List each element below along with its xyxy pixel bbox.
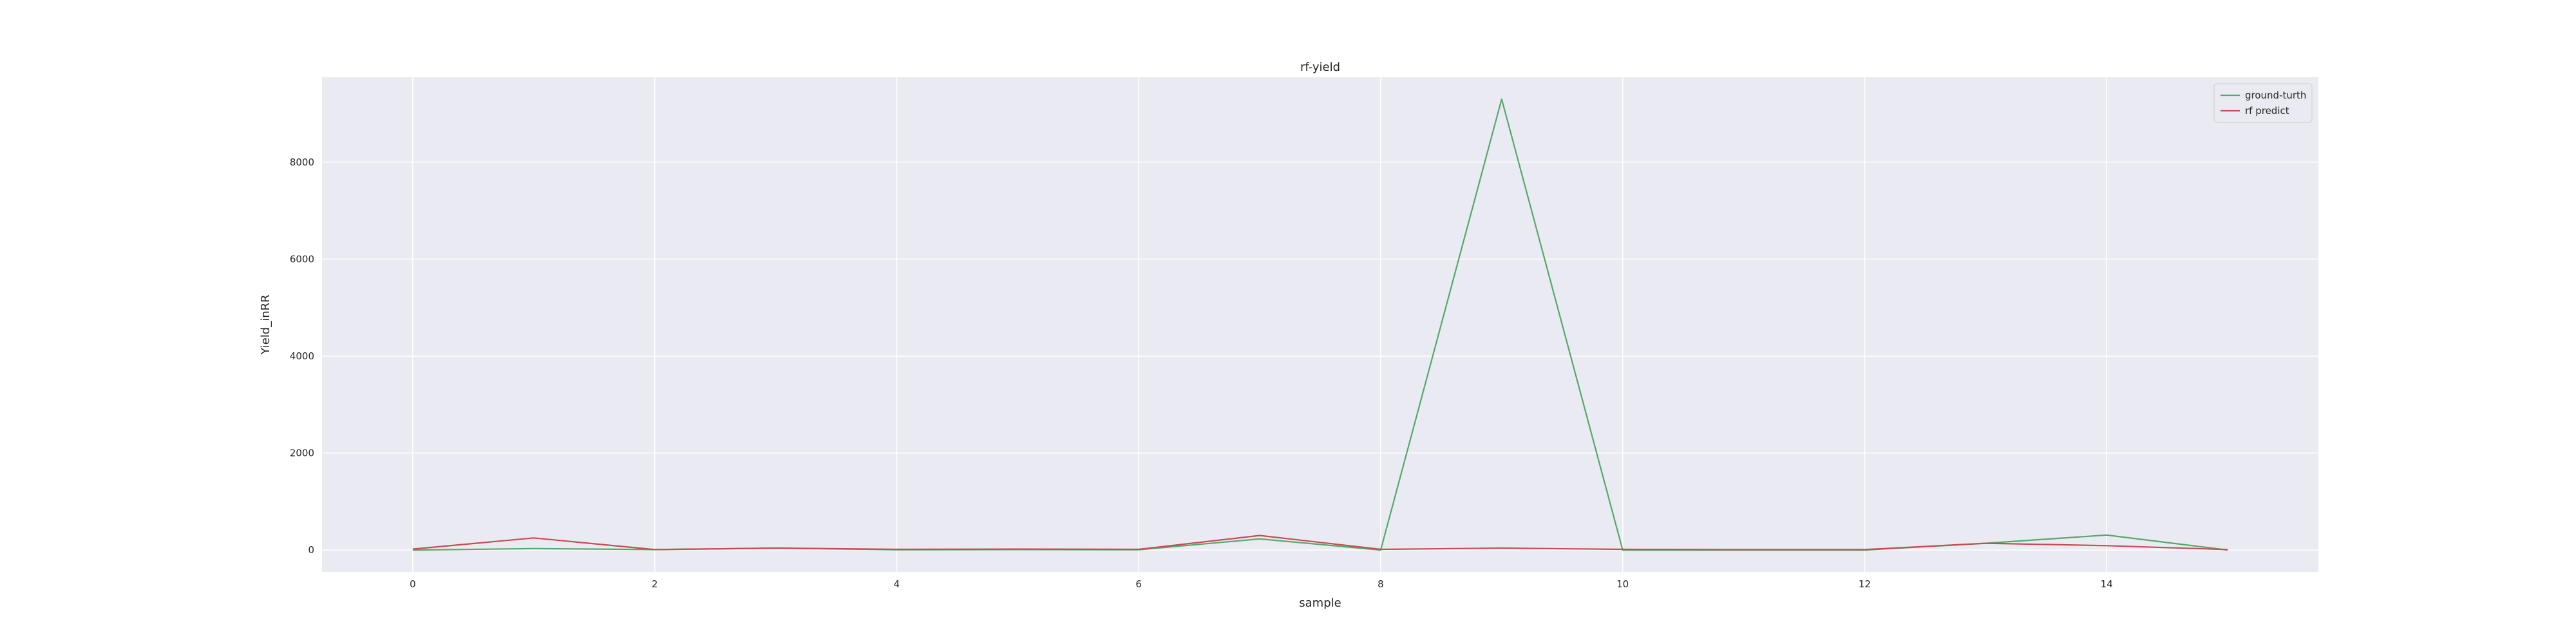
legend: ground-turth rf predict <box>2213 83 2313 123</box>
y-axis-label: Yield_inRR <box>259 294 272 355</box>
series-layer <box>412 98 2228 551</box>
x-axis-label: sample <box>1299 596 1341 610</box>
x-tick-label: 8 <box>1378 578 1384 590</box>
y-tick-label: 4000 <box>290 350 314 362</box>
y-tick-label: 0 <box>308 544 314 556</box>
legend-label: ground-turth <box>2245 90 2306 101</box>
legend-box <box>2213 83 2313 123</box>
x-tick-label: 10 <box>1616 578 1629 590</box>
series-line-2 <box>412 535 2228 551</box>
x-tick-label: 4 <box>894 578 900 590</box>
y-tick-label: 8000 <box>290 156 314 168</box>
x-tick-label: 0 <box>410 578 416 590</box>
x-tick-label: 14 <box>2101 578 2113 590</box>
x-tick-label: 6 <box>1135 578 1142 590</box>
legend-label: rf predict <box>2245 105 2289 117</box>
x-tick-labels: 0 2 4 6 8 10 12 14 <box>410 578 2113 590</box>
y-tick-labels: 0 2000 4000 6000 8000 <box>290 156 314 556</box>
chart-title: rf-yield <box>1300 61 1340 74</box>
x-tick-label: 2 <box>652 578 658 590</box>
y-tick-label: 2000 <box>290 448 314 459</box>
plot-area <box>322 77 2318 572</box>
x-tick-label: 12 <box>1859 578 1871 590</box>
y-tick-label: 6000 <box>290 253 314 265</box>
